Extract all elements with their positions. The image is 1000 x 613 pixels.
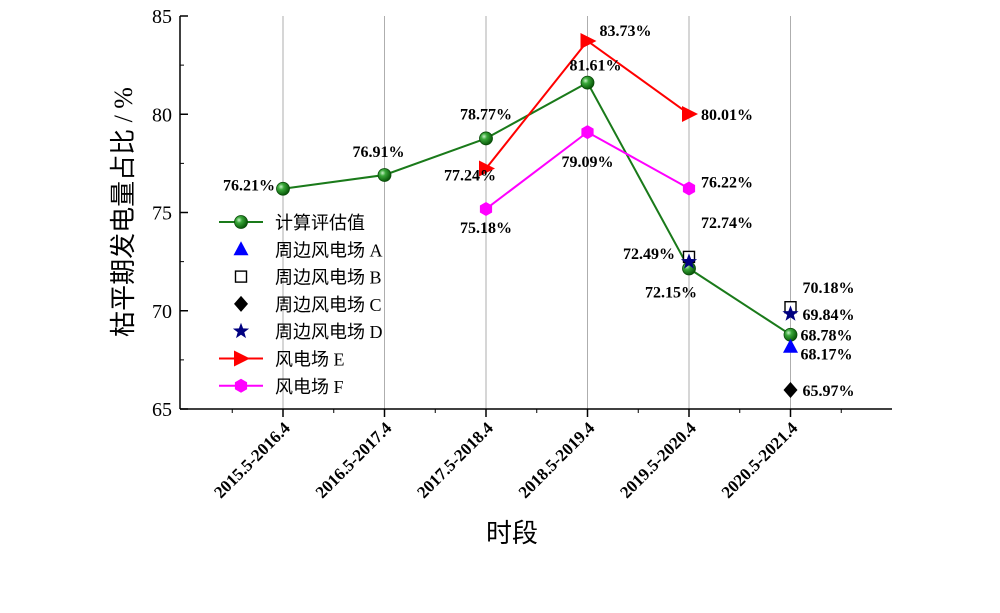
y-tick-label: 85 xyxy=(152,6,172,28)
data-point xyxy=(479,202,493,216)
legend-marker xyxy=(232,322,250,339)
x-tick-label: 2018.5-2019.4 xyxy=(515,418,599,502)
y-tick-label: 75 xyxy=(152,203,172,225)
data-point xyxy=(581,125,594,140)
plot-area xyxy=(276,32,799,398)
data-label: 78.77% xyxy=(460,106,512,123)
data-label: 68.17% xyxy=(801,347,853,364)
data-label: 76.21% xyxy=(223,178,275,195)
legend-item-1: 周边风电场 A xyxy=(233,240,383,260)
y-axis-title: 枯平期发电量占比 / % xyxy=(109,87,138,337)
legend-marker xyxy=(234,215,248,229)
legend-label: 计算评估值 xyxy=(275,213,365,233)
data-label: 70.18% xyxy=(803,280,855,297)
data-point xyxy=(276,181,290,196)
legend-item-5: 风电场 E xyxy=(219,350,345,370)
series-line xyxy=(282,81,792,336)
data-label: 81.61% xyxy=(570,58,622,75)
data-point xyxy=(377,168,392,182)
legend-label: 风电场 E xyxy=(275,350,345,370)
legend-marker xyxy=(234,350,250,367)
data-label: 83.73% xyxy=(600,23,652,40)
legend-label: 周边风电场 A xyxy=(275,240,383,260)
x-axis-title: 时段 xyxy=(486,519,538,548)
x-tick-label: 2017.5-2018.4 xyxy=(413,418,497,502)
data-point xyxy=(680,253,698,269)
x-tick-label: 2019.5-2020.4 xyxy=(616,418,700,502)
legend-item-3: 周边风电场 C xyxy=(234,295,382,315)
legend-item-6: 风电场 F xyxy=(219,377,344,397)
data-label: 72.49% xyxy=(623,246,675,263)
series-2 xyxy=(682,250,797,314)
legend-item-4: 周边风电场 D xyxy=(232,322,383,342)
data-labels: 76.21% 76.91% 78.77% 81.61% 72.15% 68.78% 68.1… xyxy=(223,23,855,400)
data-point xyxy=(682,181,696,196)
legend-marker xyxy=(234,295,248,312)
x-tick-label: 2016.5-2017.4 xyxy=(312,418,396,502)
legend-label: 周边风电场 C xyxy=(275,295,382,315)
series-3 xyxy=(783,381,798,398)
data-label: 76.22% xyxy=(701,175,753,192)
series-4 xyxy=(680,253,799,321)
legend-item-0: 计算评估值 xyxy=(219,213,365,233)
data-point xyxy=(682,106,698,123)
data-point xyxy=(580,75,595,90)
data-label: 76.91% xyxy=(353,144,405,161)
series-0 xyxy=(276,75,798,342)
series-6 xyxy=(479,125,696,216)
legend-marker xyxy=(234,270,248,283)
data-label: 65.97% xyxy=(803,383,855,400)
series-1 xyxy=(783,338,798,353)
y-tick-label: 70 xyxy=(152,301,172,323)
data-label: 72.74% xyxy=(701,215,753,232)
data-point xyxy=(783,381,798,398)
legend-item-2: 周边风电场 B xyxy=(234,268,382,288)
legend-label: 周边风电场 D xyxy=(275,322,383,342)
data-point xyxy=(580,32,597,49)
y-tick-label: 65 xyxy=(152,399,172,421)
data-label: 79.09% xyxy=(562,154,614,171)
axes: 65 70 75 80 85 2015.5-2016.4 2016.5-2017.4 2017… xyxy=(152,6,892,502)
legend-marker xyxy=(234,378,248,393)
x-tick-label: 2015.5-2016.4 xyxy=(210,418,294,502)
data-label: 69.84% xyxy=(803,307,855,324)
data-point xyxy=(479,160,495,177)
legend-label: 风电场 F xyxy=(275,377,344,397)
legend-label: 周边风电场 B xyxy=(275,268,382,288)
x-tick-label: 2020.5-2021.4 xyxy=(718,418,802,502)
data-point xyxy=(782,305,799,321)
series-5 xyxy=(479,32,698,177)
data-label: 68.78% xyxy=(801,328,853,345)
data-point xyxy=(783,338,798,353)
legend-marker xyxy=(233,241,249,256)
data-point xyxy=(479,131,493,146)
data-label: 77.24% xyxy=(444,167,496,184)
data-label: 80.01% xyxy=(701,107,753,124)
data-label: 72.15% xyxy=(645,285,697,302)
y-tick-label: 80 xyxy=(152,104,172,126)
data-label: 75.18% xyxy=(460,220,512,237)
